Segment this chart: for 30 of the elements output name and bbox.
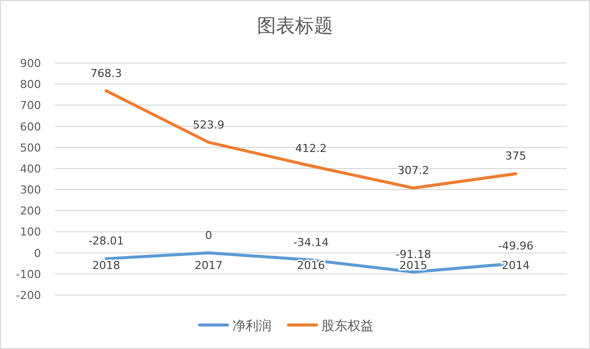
y-tick-label: -200 (16, 289, 41, 302)
legend-label: 股东权益 (322, 319, 374, 334)
chart-title: 图表标题 (257, 15, 333, 37)
legend-label: 净利润 (232, 319, 272, 334)
x-tick-label: 2016 (297, 258, 325, 272)
data-label: -34.14 (293, 236, 329, 250)
y-tick-label: 200 (20, 204, 41, 218)
y-tick-label: 500 (20, 141, 41, 154)
x-tick-label: 2014 (502, 258, 530, 272)
y-tick-label: 400 (20, 162, 41, 176)
data-label: 523.9 (192, 118, 224, 132)
y-tick-label: 800 (20, 78, 41, 92)
y-tick-label: 600 (20, 120, 41, 134)
data-label: 412.2 (295, 142, 327, 155)
y-tick-label: 900 (20, 57, 41, 70)
x-tick-label: 2015 (399, 258, 428, 272)
data-label: 0 (205, 228, 212, 242)
data-label: 768.3 (90, 66, 122, 80)
y-tick-label: 300 (20, 184, 41, 197)
x-tick-label: 2018 (92, 258, 120, 272)
data-label: 375 (505, 150, 526, 163)
y-tick-label: 0 (34, 246, 41, 260)
y-tick-label: -100 (16, 268, 41, 281)
data-label: -91.18 (396, 248, 432, 262)
data-label: -28.01 (88, 234, 124, 248)
y-tick-label: 700 (20, 99, 41, 112)
y-tick-label: 100 (20, 226, 41, 239)
x-tick-label: 2017 (194, 258, 223, 272)
data-label: -49.96 (498, 239, 534, 252)
data-label: 307.2 (398, 164, 430, 178)
